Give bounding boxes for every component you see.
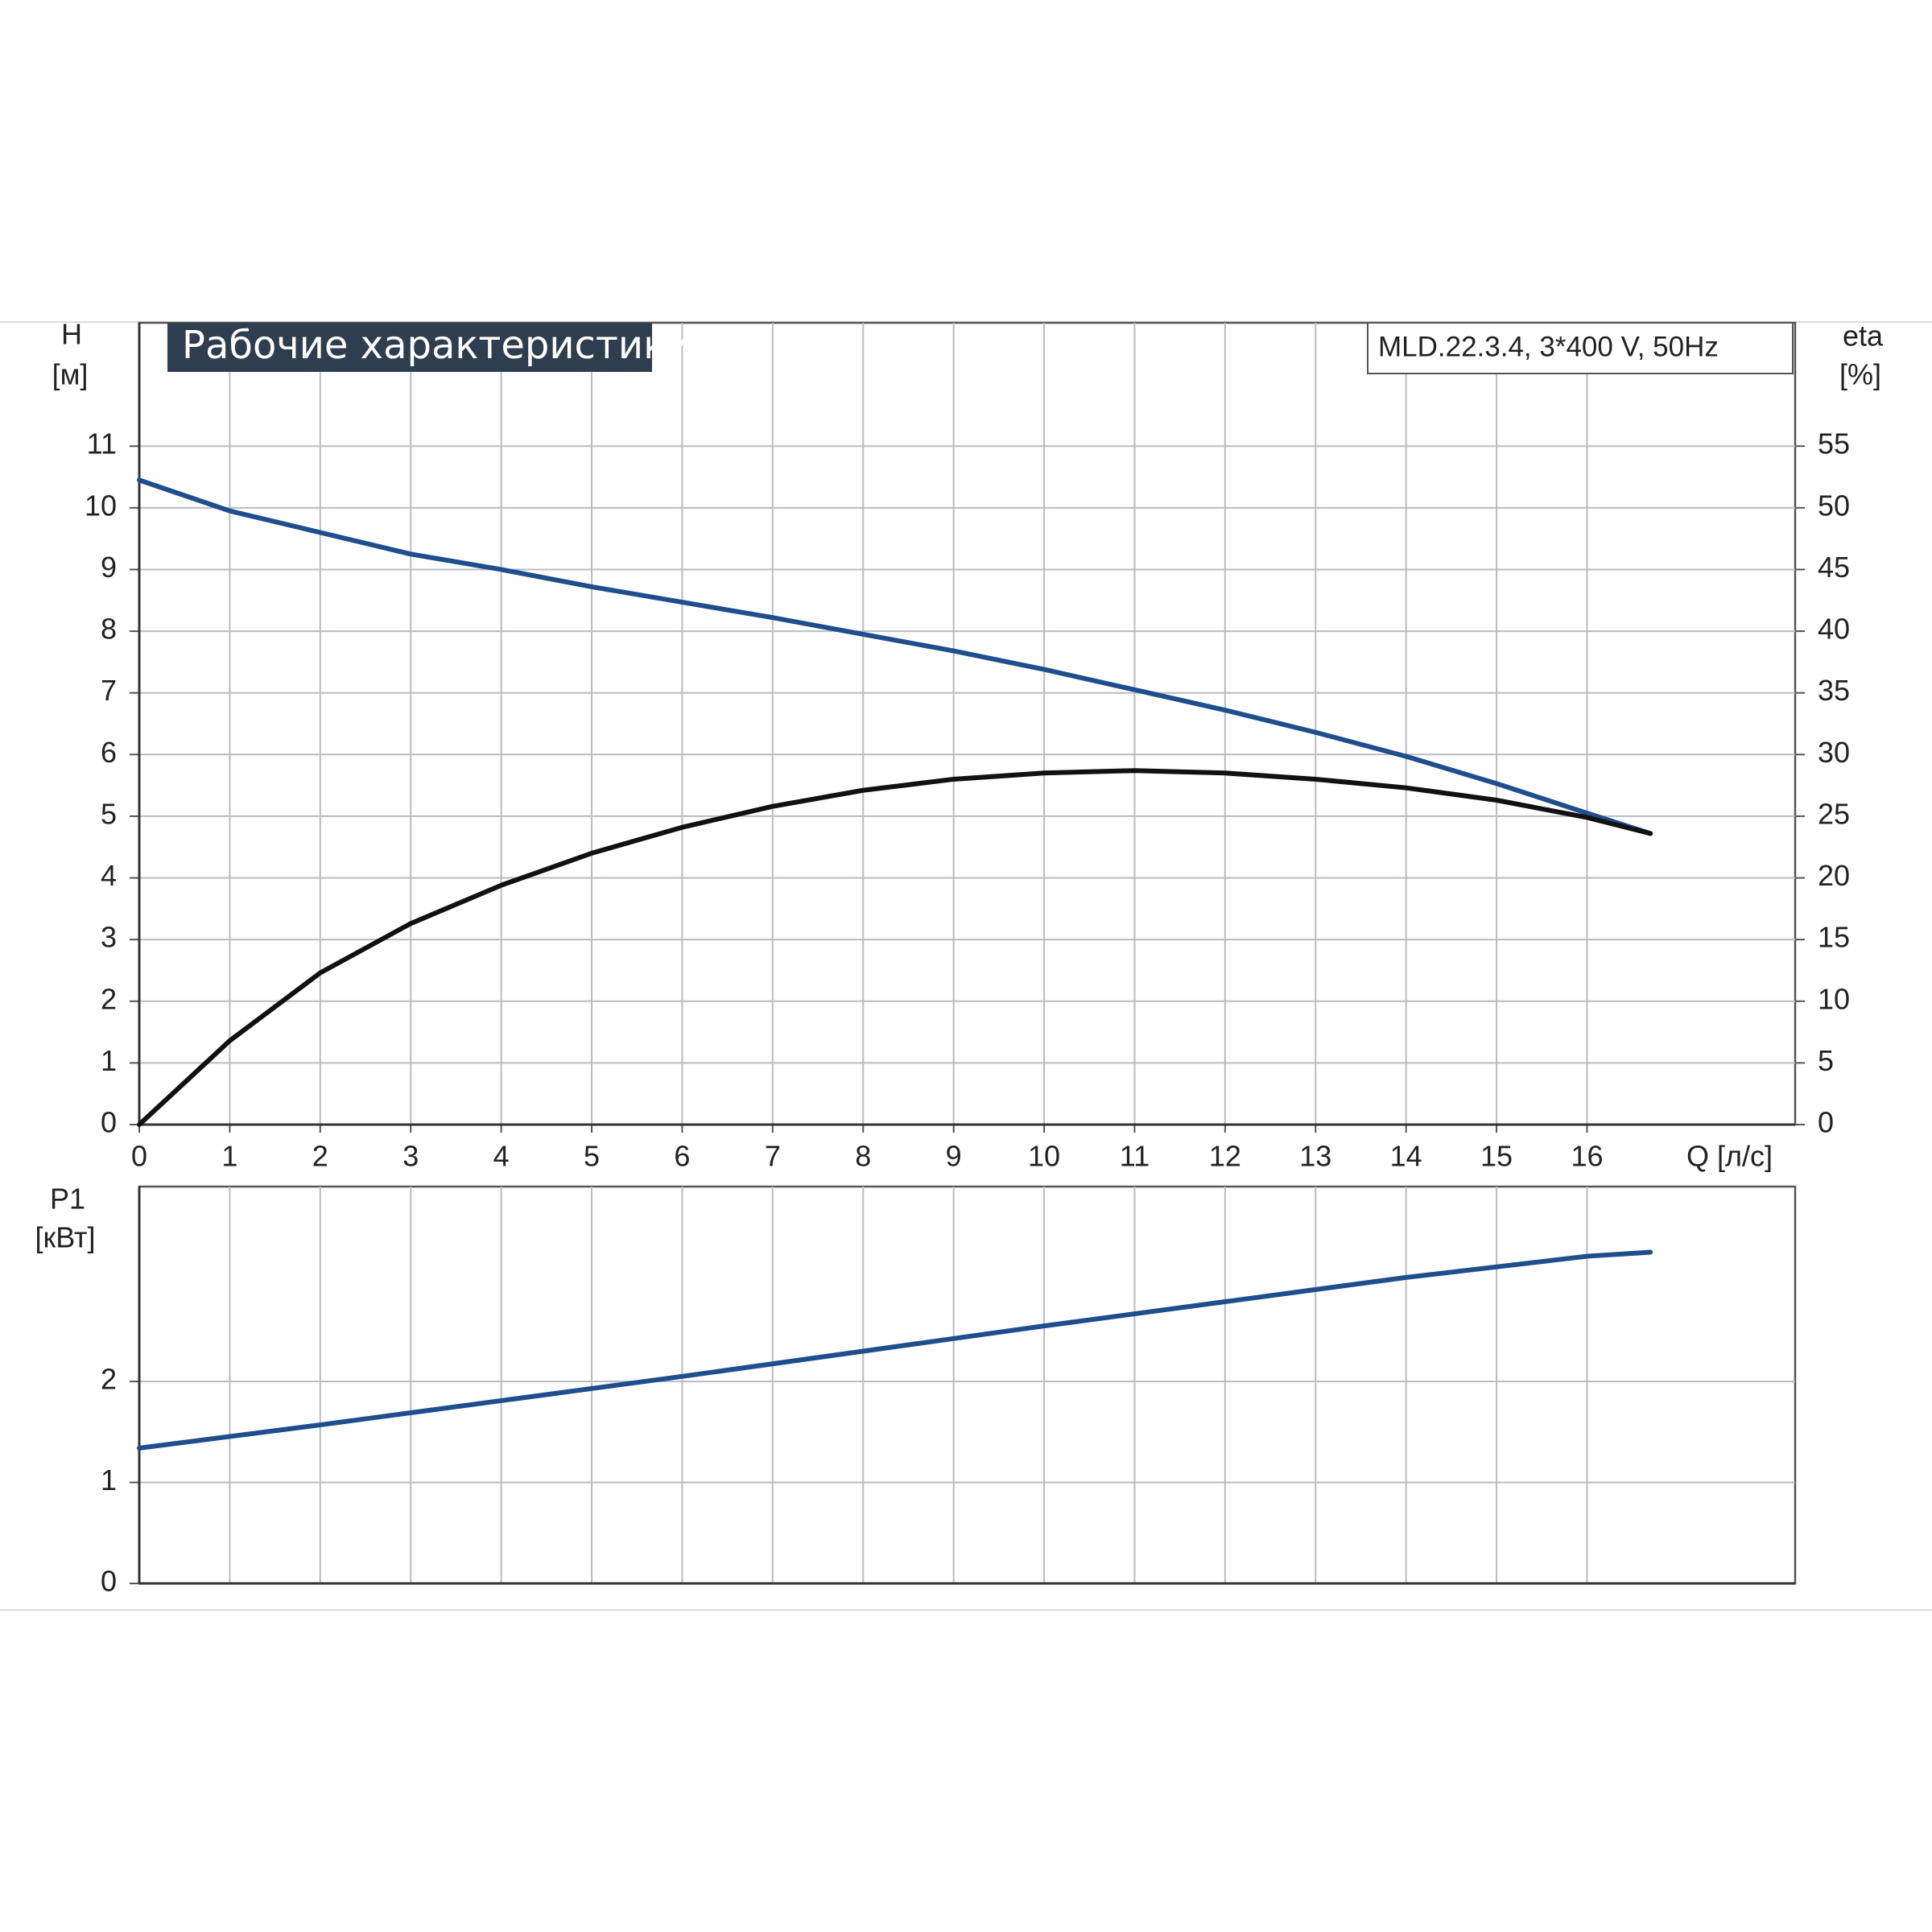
y2-tick-label: 0 bbox=[1818, 1106, 1834, 1139]
chart-title: Рабочие характеристики bbox=[182, 323, 691, 368]
data-line bbox=[137, 768, 1653, 1127]
chart-subtitle: MLD.22.3.4, 3*400 V, 50Hz bbox=[1378, 331, 1719, 362]
x-tick-label: 0 bbox=[131, 1140, 147, 1173]
plot-frame bbox=[138, 321, 1797, 1126]
y-tick-label: 11 bbox=[87, 427, 117, 460]
x-tick-label: 3 bbox=[402, 1140, 419, 1173]
y2-axis-unit: [%] bbox=[1839, 358, 1881, 391]
y-tick-label: 10 bbox=[85, 489, 117, 522]
y2-axis-label: eta bbox=[1843, 320, 1884, 353]
plots: 0 1 2 3 4 5 6 7 8 9 10 11 12 13 14 15 160123456789101105… bbox=[85, 321, 1850, 1598]
x-tick-label: 15 bbox=[1480, 1140, 1513, 1173]
y2-tick-label: 15 bbox=[1818, 921, 1850, 954]
x-tick-label: 4 bbox=[493, 1140, 510, 1173]
y2-tick-label: 10 bbox=[1818, 982, 1850, 1015]
x-tick-label: 13 bbox=[1299, 1140, 1331, 1173]
data-line bbox=[137, 477, 1653, 836]
data-line bbox=[137, 1249, 1653, 1451]
y2-tick-label: 45 bbox=[1818, 551, 1850, 584]
x-tick-label: 6 bbox=[674, 1140, 690, 1173]
y-tick-label: 0 bbox=[101, 1565, 117, 1598]
y2-tick-label: 35 bbox=[1818, 674, 1850, 707]
x-tick-label: 11 bbox=[1120, 1140, 1150, 1173]
y-tick-label: 8 bbox=[101, 613, 117, 646]
x-tick-label: 5 bbox=[584, 1140, 600, 1173]
y-tick-label: 4 bbox=[101, 859, 117, 892]
y-axis-unit: [м] bbox=[52, 358, 89, 391]
y-axis-unit: [кВт] bbox=[35, 1221, 95, 1254]
x-tick-label: 10 bbox=[1028, 1140, 1060, 1173]
y2-tick-label: 30 bbox=[1818, 736, 1850, 769]
y-tick-label: 0 bbox=[101, 1106, 117, 1139]
x-tick-label: 14 bbox=[1390, 1140, 1422, 1173]
y-tick-label: 2 bbox=[101, 1363, 117, 1396]
y2-tick-label: 20 bbox=[1818, 859, 1850, 892]
y-tick-label: 3 bbox=[101, 921, 117, 954]
y-tick-label: 2 bbox=[101, 982, 117, 1015]
x-tick-label: 16 bbox=[1571, 1140, 1603, 1173]
y-axis-label: P1 bbox=[50, 1183, 85, 1216]
x-tick-label: 8 bbox=[855, 1140, 871, 1173]
y2-tick-label: 5 bbox=[1818, 1044, 1834, 1077]
x-tick-label: 12 bbox=[1209, 1140, 1241, 1173]
plot-frame bbox=[138, 1185, 1797, 1585]
y2-tick-label: 50 bbox=[1818, 489, 1850, 522]
x-axis-label: Q [л/с] bbox=[1686, 1140, 1773, 1173]
x-tick-label: 9 bbox=[946, 1140, 962, 1173]
subtitle-box bbox=[1367, 322, 1794, 374]
y-tick-label: 1 bbox=[101, 1044, 117, 1077]
y-tick-label: 5 bbox=[101, 797, 117, 830]
y-tick-label: 9 bbox=[101, 551, 117, 584]
y2-tick-label: 40 bbox=[1818, 613, 1850, 646]
y-tick-label: 6 bbox=[101, 736, 117, 769]
y-axis-label: H bbox=[61, 318, 82, 351]
x-tick-label: 1 bbox=[221, 1140, 237, 1173]
x-tick-label: 7 bbox=[765, 1140, 781, 1173]
y-tick-label: 7 bbox=[101, 674, 117, 707]
title-box bbox=[167, 323, 652, 372]
y2-tick-label: 55 bbox=[1818, 427, 1850, 460]
y-tick-label: 1 bbox=[101, 1463, 117, 1496]
y2-tick-label: 25 bbox=[1818, 797, 1850, 830]
x-tick-label: 2 bbox=[312, 1140, 328, 1173]
